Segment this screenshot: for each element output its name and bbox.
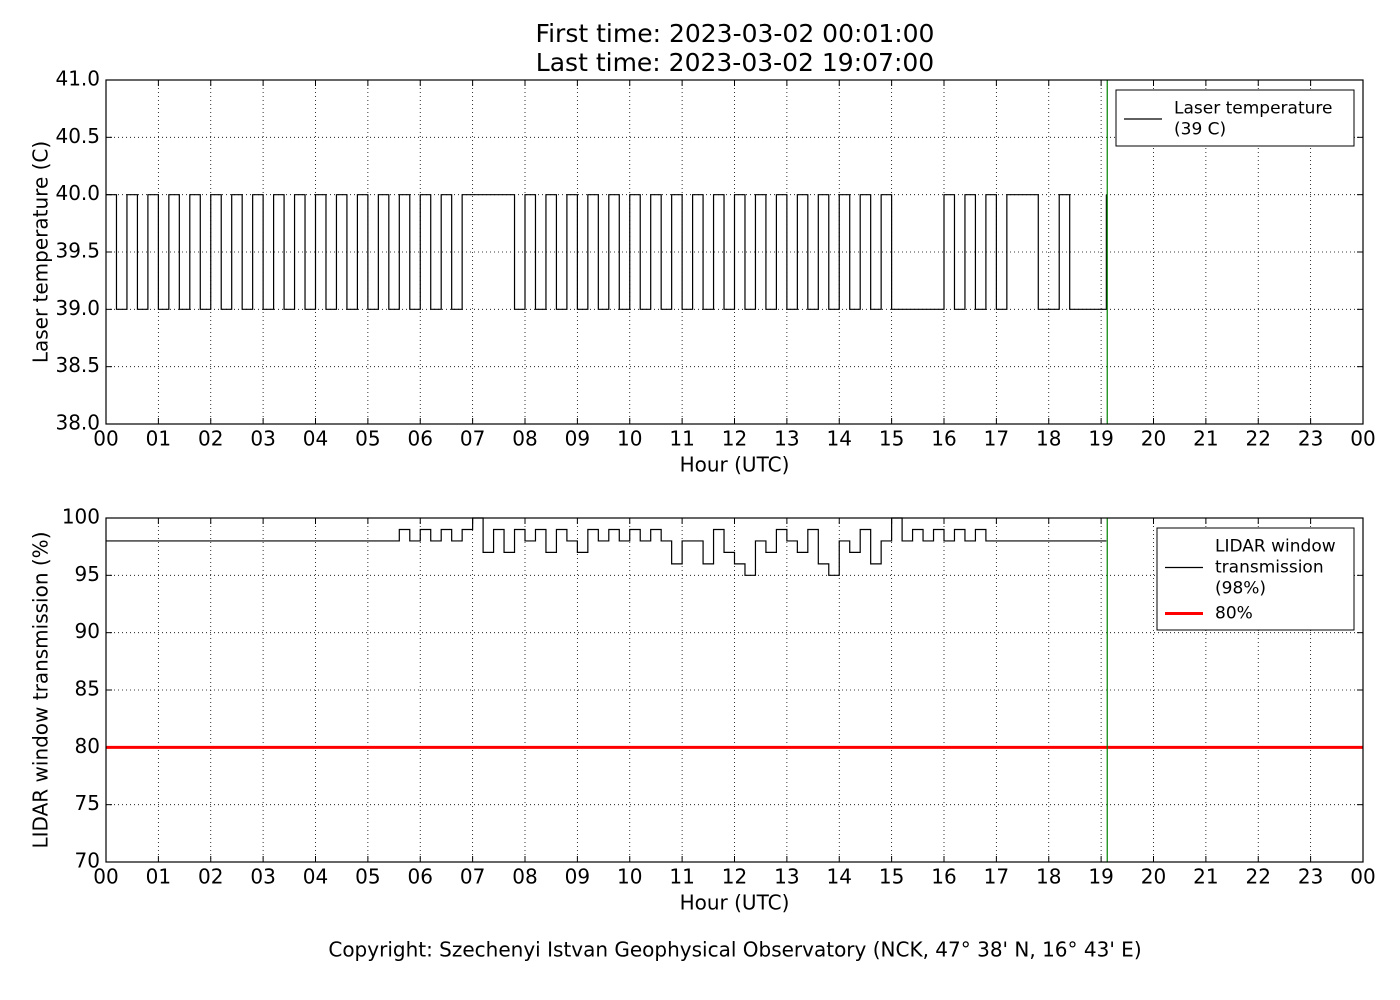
x-tick-label: 06 — [408, 427, 433, 451]
x-axis-label: Hour (UTC) — [680, 453, 790, 477]
footer: Copyright: Szechenyi Istvan Geophysical … — [328, 938, 1141, 962]
y-tick-label: 40.0 — [55, 181, 100, 205]
x-tick-label: 15 — [879, 427, 904, 451]
x-tick-label: 20 — [1141, 427, 1166, 451]
x-tick-label: 07 — [460, 427, 485, 451]
y-tick-label: 41.0 — [55, 67, 100, 91]
x-tick-label: 21 — [1193, 427, 1218, 451]
y-axis-label: LIDAR window transmission (%) — [29, 532, 53, 849]
legend-label: Laser temperature (39 C) — [1174, 99, 1332, 140]
x-tick-label: 02 — [198, 427, 223, 451]
x-tick-label: 22 — [1246, 865, 1271, 889]
x-tick-label: 16 — [931, 427, 956, 451]
chart-subtitle: Last time: 2023-03-02 19:07:00 — [536, 48, 934, 77]
x-tick-label: 10 — [617, 427, 642, 451]
y-tick-label: 38.5 — [55, 353, 100, 377]
x-tick-label: 00 — [1350, 427, 1375, 451]
y-tick-label: 39.5 — [55, 239, 100, 263]
y-axis-label: Laser temperature (C) — [29, 141, 53, 363]
x-tick-label: 23 — [1298, 865, 1323, 889]
x-tick-label: 09 — [565, 427, 590, 451]
x-tick-label: 04 — [303, 865, 328, 889]
x-tick-label: 14 — [827, 865, 852, 889]
x-tick-label: 08 — [512, 427, 537, 451]
x-tick-label: 00 — [93, 427, 118, 451]
x-tick-label: 03 — [250, 865, 275, 889]
y-tick-label: 40.5 — [55, 124, 100, 148]
y-tick-label: 85 — [75, 677, 100, 701]
chart-title: First time: 2023-03-02 00:01:00 — [536, 19, 935, 48]
y-tick-label: 100 — [62, 505, 100, 529]
x-tick-label: 12 — [722, 427, 747, 451]
y-tick-label: 95 — [75, 562, 100, 586]
y-tick-label: 80 — [75, 734, 100, 758]
plot-frame — [105, 79, 1364, 425]
y-tick-label: 70 — [75, 849, 100, 873]
x-tick-label: 10 — [617, 865, 642, 889]
x-tick-label: 18 — [1036, 427, 1061, 451]
y-tick-label: 39.0 — [55, 296, 100, 320]
x-tick-label: 11 — [669, 427, 694, 451]
x-tick-label: 19 — [1088, 427, 1113, 451]
x-tick-label: 00 — [1350, 865, 1375, 889]
x-tick-label: 16 — [931, 865, 956, 889]
x-tick-label: 11 — [669, 865, 694, 889]
x-tick-label: 12 — [722, 865, 747, 889]
x-tick-label: 00 — [93, 865, 118, 889]
x-tick-label: 23 — [1298, 427, 1323, 451]
x-tick-label: 04 — [303, 427, 328, 451]
x-tick-label: 21 — [1193, 865, 1218, 889]
x-tick-label: 09 — [565, 865, 590, 889]
x-tick-label: 06 — [408, 865, 433, 889]
x-tick-label: 02 — [198, 865, 223, 889]
x-tick-label: 18 — [1036, 865, 1061, 889]
y-tick-label: 75 — [75, 791, 100, 815]
x-tick-label: 17 — [984, 865, 1009, 889]
x-tick-label: 14 — [827, 427, 852, 451]
x-tick-label: 01 — [146, 427, 171, 451]
x-tick-label: 22 — [1246, 427, 1271, 451]
x-tick-label: 07 — [460, 865, 485, 889]
y-tick-label: 38.0 — [55, 411, 100, 435]
plot-frame — [105, 517, 1364, 863]
legend-label: LIDAR window transmission (98%) — [1215, 537, 1336, 599]
x-tick-label: 20 — [1141, 865, 1166, 889]
x-tick-label: 13 — [774, 865, 799, 889]
x-tick-label: 05 — [355, 427, 380, 451]
x-axis-label: Hour (UTC) — [680, 891, 790, 915]
legend-label: 80% — [1215, 604, 1253, 624]
legend-box — [1115, 89, 1355, 147]
x-tick-label: 05 — [355, 865, 380, 889]
x-tick-label: 13 — [774, 427, 799, 451]
series-line — [106, 194, 1107, 310]
x-tick-label: 03 — [250, 427, 275, 451]
x-tick-label: 17 — [984, 427, 1009, 451]
x-tick-label: 15 — [879, 865, 904, 889]
y-tick-label: 90 — [75, 619, 100, 643]
x-tick-label: 19 — [1088, 865, 1113, 889]
x-tick-label: 08 — [512, 865, 537, 889]
x-tick-label: 01 — [146, 865, 171, 889]
series-line — [106, 517, 1107, 576]
